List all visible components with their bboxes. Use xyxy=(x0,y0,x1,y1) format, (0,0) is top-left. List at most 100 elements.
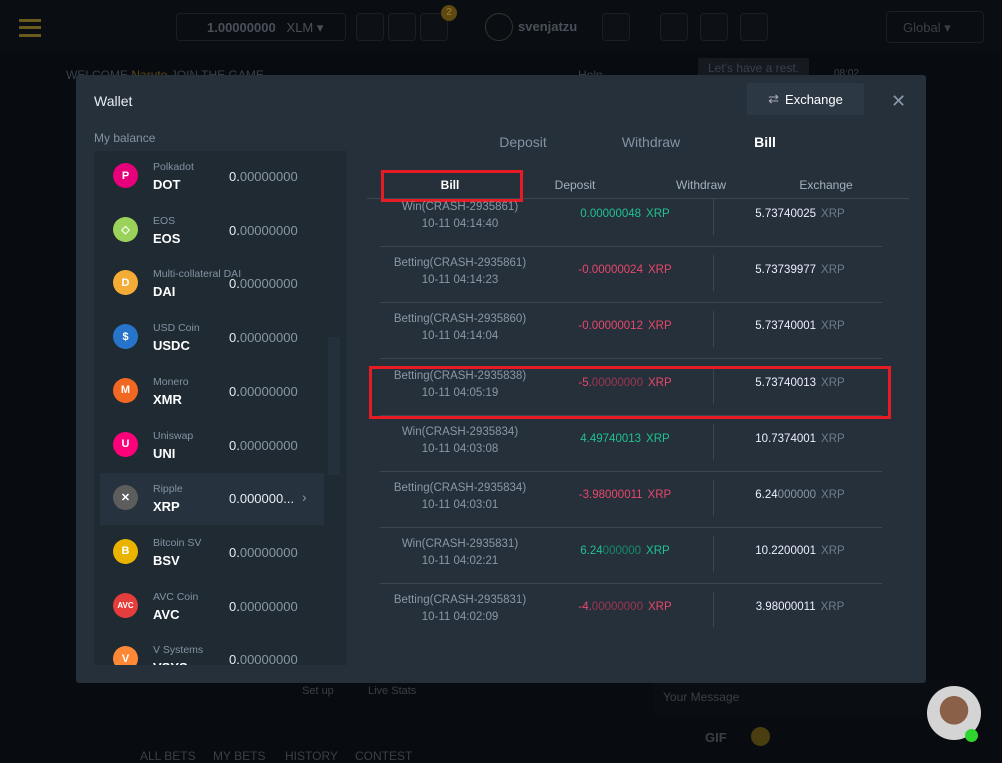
bill-description: Win(CRASH-2935834) 10-11 04:03:08 xyxy=(380,424,540,458)
bill-row: Win(CRASH-2935831) 10-11 04:02:21 6.24000… xyxy=(380,528,882,585)
bill-amount: 4.49740013 XRP xyxy=(580,432,670,445)
emoji-icon[interactable] xyxy=(751,727,770,746)
bill-description: Betting(CRASH-2935861) 10-11 04:14:23 xyxy=(380,255,540,289)
bill-time: 10-11 04:05:19 xyxy=(421,386,499,399)
chat-message: Let's have a rest. xyxy=(698,58,810,78)
currency: XLM xyxy=(286,20,314,35)
close-icon[interactable]: ✕ xyxy=(891,91,907,111)
bill-description: Betting(CRASH-2935831) 10-11 04:02:09 xyxy=(380,592,540,626)
bill-balance: 5.73740013 XRP xyxy=(755,376,845,389)
live-stats-link[interactable]: Live Stats xyxy=(368,685,417,697)
tab-my-bets[interactable]: MY BETS xyxy=(213,749,266,763)
online-indicator xyxy=(965,729,978,742)
coin-item-vsys[interactable]: V V Systems VSYS 0.00000000 xyxy=(100,634,324,665)
coin-item-dai[interactable]: D Multi-collateral DAI DAI 0.00000000 xyxy=(100,258,324,310)
tab-history[interactable]: HISTORY xyxy=(285,749,338,763)
bill-description: Win(CRASH-2935861) 10-11 04:14:40 xyxy=(380,199,540,233)
avatar[interactable] xyxy=(485,13,513,41)
coin-balance: 0.000000... xyxy=(229,491,295,507)
username[interactable]: svenjatzu xyxy=(518,19,578,34)
balance-value: 1.00000000 xyxy=(207,20,276,35)
coin-item-xrp[interactable]: ✕ Ripple XRP 0.000000... › xyxy=(100,473,324,526)
coin-balance: 0.00000000 xyxy=(229,598,298,614)
eos-icon: ◇ xyxy=(113,216,138,242)
coin-name: Ripple xyxy=(153,483,183,496)
bill-description: Win(CRASH-2935831) 10-11 04:02:21 xyxy=(380,536,540,570)
subtab-bill[interactable]: Bill xyxy=(440,178,460,192)
setup-link[interactable]: Set up xyxy=(302,685,334,697)
divider xyxy=(713,480,714,516)
bill-amount: -5.00000000 XRP xyxy=(578,376,672,389)
divider xyxy=(713,311,714,348)
dai-icon: D xyxy=(113,270,138,296)
tab-deposit[interactable]: Deposit xyxy=(499,134,547,150)
coin-item-avc[interactable]: AVC AVC Coin AVC 0.00000000 xyxy=(100,581,324,633)
bill-balance: 5.73740025 XRP xyxy=(755,208,845,220)
bill-amount: -4.00000000 XRP xyxy=(578,601,672,614)
coin-name: Polkadot xyxy=(153,161,194,173)
chat-icon[interactable] xyxy=(602,13,630,41)
message-input[interactable]: Your Message xyxy=(653,680,953,715)
bill-row: Betting(CRASH-2935860) 10-11 04:14:04 -0.… xyxy=(380,303,882,360)
coin-name: Multi-collateral DAI xyxy=(153,268,242,281)
tab-contest[interactable]: CONTEST xyxy=(355,749,413,763)
bill-amount: -0.00000012 XRP xyxy=(578,320,672,333)
bill-balance: 5.73739977 XRP xyxy=(755,264,845,277)
gif-button[interactable]: GIF xyxy=(705,730,727,745)
chat-time: 08:02 xyxy=(834,68,860,79)
coin-balance: 0.00000000 xyxy=(229,276,298,292)
tab-all-bets[interactable]: ALL BETS xyxy=(140,749,196,763)
bill-balance: 10.7374001 XRP xyxy=(755,432,845,445)
exchange-button[interactable]: ⇄ Exchange xyxy=(747,83,864,115)
bill-time: 10-11 04:02:21 xyxy=(421,555,499,568)
subtab-exchange[interactable]: Exchange xyxy=(799,178,853,192)
bitcoin-icon[interactable] xyxy=(700,13,728,41)
divider xyxy=(713,199,714,235)
coin-balance: 0.00000000 xyxy=(229,330,298,346)
coin-item-eos[interactable]: ◇ EOS EOS 0.00000000 xyxy=(100,205,324,257)
bill-time: 10-11 04:14:04 xyxy=(421,330,499,343)
coin-item-xmr[interactable]: M Monero XMR 0.00000000 xyxy=(100,366,324,418)
avc-icon: AVC xyxy=(113,592,138,618)
exchange-label: Exchange xyxy=(785,91,843,107)
subtab-withdraw[interactable]: Withdraw xyxy=(675,178,727,192)
bill-row: Betting(CRASH-2935831) 10-11 04:02:09 -4.… xyxy=(380,584,882,627)
coin-item-uni[interactable]: U Uniswap UNI 0.00000000 xyxy=(100,420,324,472)
coin-symbol: USDC xyxy=(153,338,190,354)
tool-icon[interactable] xyxy=(660,13,688,41)
coin-item-bsv[interactable]: B Bitcoin SV BSV 0.00000000 xyxy=(100,527,324,579)
coin-name: AVC Coin xyxy=(153,590,199,603)
bill-description: Betting(CRASH-2935838) 10-11 04:05:19 xyxy=(380,368,540,402)
coin-item-dot[interactable]: P Polkadot DOT 0.00000000 xyxy=(100,151,324,203)
scrollbar[interactable] xyxy=(328,337,340,475)
coin-name: V Systems xyxy=(153,644,204,657)
bill-amount: 6.24000000 XRP xyxy=(580,545,670,558)
coin-item-usdc[interactable]: $ USD Coin USDC 0.00000000 xyxy=(100,312,324,364)
chevron-right-icon[interactable]: › xyxy=(302,489,307,506)
usdc-icon: $ xyxy=(113,324,138,350)
exchange-icon: ⇄ xyxy=(768,91,780,106)
coin-symbol: UNI xyxy=(153,445,176,461)
divider xyxy=(713,255,714,292)
subtab-deposit[interactable]: Deposit xyxy=(554,178,596,192)
bill-amount: -3.98000011 XRP xyxy=(578,489,672,501)
wallet-icon[interactable] xyxy=(356,13,384,41)
bill-time: 10-11 04:03:08 xyxy=(421,442,499,455)
my-balance-label: My balance xyxy=(94,131,156,145)
tab-withdraw[interactable]: Withdraw xyxy=(621,134,681,150)
divider xyxy=(713,367,714,404)
region-select[interactable]: Global ▾ xyxy=(886,11,984,43)
balance-selector[interactable]: 1.00000000 XLM ▾ xyxy=(176,13,346,41)
ripple-icon: ✕ xyxy=(113,485,138,511)
bill-subtabs: Bill Deposit Withdraw Exchange xyxy=(367,171,909,199)
coin-symbol: VSYS xyxy=(153,660,188,665)
trophy-icon[interactable] xyxy=(740,13,768,41)
tab-bill[interactable]: Bill xyxy=(754,134,776,150)
highlight-box-bill-tab xyxy=(381,170,523,202)
bill-row: Betting(CRASH-2935834) 10-11 04:03:01 -3.… xyxy=(380,472,882,528)
bill-description: Betting(CRASH-2935860) 10-11 04:14:04 xyxy=(380,311,540,345)
bill-list: Win(CRASH-2935861) 10-11 04:14:40 0.00000… xyxy=(367,199,909,627)
bill-description: Betting(CRASH-2935834) 10-11 04:03:01 xyxy=(380,480,540,514)
bell-icon[interactable] xyxy=(388,13,416,41)
menu-icon[interactable] xyxy=(19,19,41,37)
